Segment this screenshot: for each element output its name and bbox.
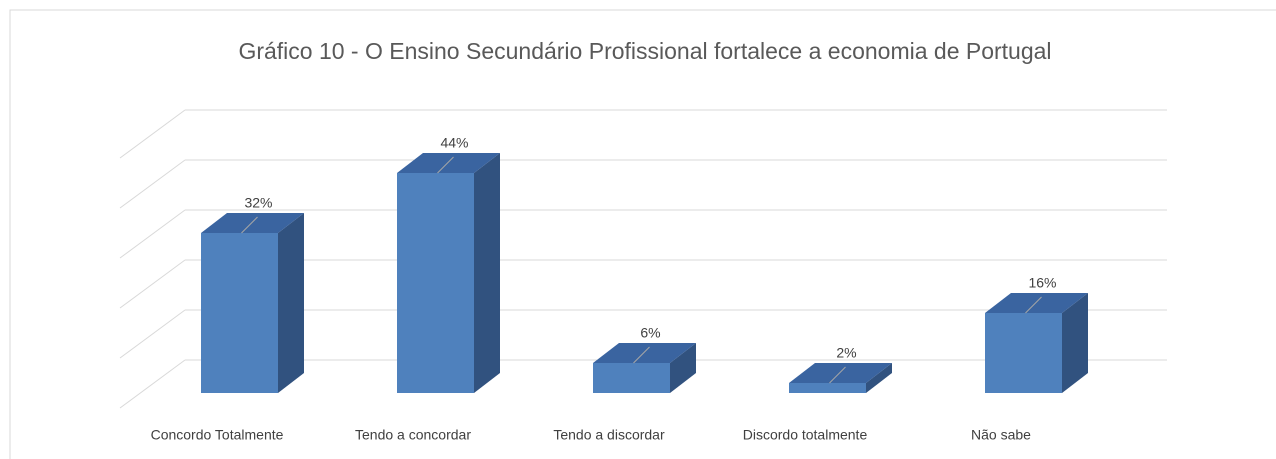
- x-tick-label: Tendo a concordar: [355, 427, 471, 443]
- data-label: 6%: [640, 325, 660, 341]
- label-leader: [241, 216, 258, 234]
- data-label: 16%: [1028, 275, 1056, 291]
- bar-top: [593, 343, 696, 363]
- label-leader: [633, 346, 650, 364]
- bar: [985, 313, 1062, 393]
- bar-side: [866, 363, 892, 393]
- chart-title: Gráfico 10 - O Ensino Secundário Profiss…: [238, 38, 1051, 64]
- data-label: 2%: [836, 345, 856, 361]
- x-tick-label: Tendo a discordar: [553, 427, 665, 443]
- grid-line-side: [119, 259, 186, 309]
- grid-line-side: [119, 159, 186, 209]
- bar-side: [278, 213, 304, 393]
- bar-top: [397, 153, 500, 173]
- bar-top: [789, 363, 892, 383]
- x-tick-label: Discordo totalmente: [743, 427, 868, 443]
- data-label: 44%: [440, 135, 468, 151]
- data-label: 32%: [244, 195, 272, 211]
- bar: [593, 363, 670, 393]
- bar-side: [474, 153, 500, 393]
- grid-line-side: [119, 209, 186, 259]
- bar-side: [1062, 293, 1088, 393]
- label-leader: [437, 156, 454, 174]
- bar: [201, 233, 278, 393]
- bar: [397, 173, 474, 393]
- bar: [789, 383, 866, 393]
- bar-top: [201, 213, 304, 233]
- label-leader: [829, 366, 846, 384]
- grid-line-side: [119, 309, 186, 359]
- grid-line-side: [119, 359, 186, 409]
- label-leader: [1025, 296, 1042, 314]
- x-tick-label: Concordo Totalmente: [151, 427, 284, 443]
- grid-line-side: [119, 109, 186, 159]
- x-tick-label: Não sabe: [971, 427, 1031, 443]
- bar-side: [670, 343, 696, 393]
- bar-top: [985, 293, 1088, 313]
